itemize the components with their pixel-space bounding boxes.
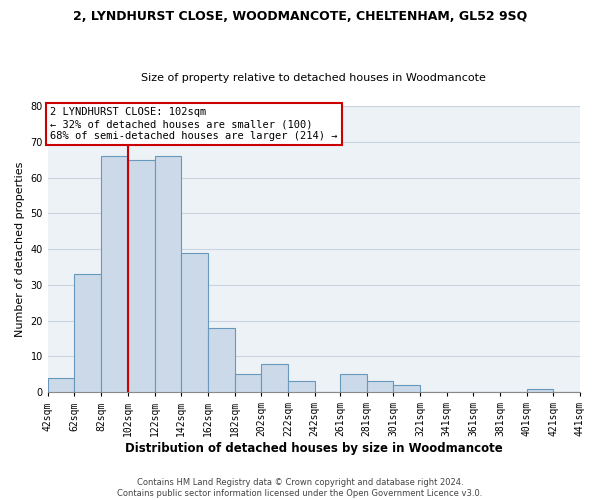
Bar [393,385,420,392]
Bar [155,156,181,392]
Bar [235,374,261,392]
Bar [208,328,235,392]
X-axis label: Distribution of detached houses by size in Woodmancote: Distribution of detached houses by size … [125,442,503,455]
Bar [74,274,101,392]
Bar [367,382,393,392]
Text: 2, LYNDHURST CLOSE, WOODMANCOTE, CHELTENHAM, GL52 9SQ: 2, LYNDHURST CLOSE, WOODMANCOTE, CHELTEN… [73,10,527,23]
Text: Contains HM Land Registry data © Crown copyright and database right 2024.
Contai: Contains HM Land Registry data © Crown c… [118,478,482,498]
Y-axis label: Number of detached properties: Number of detached properties [15,162,25,337]
Bar [527,388,553,392]
Title: Size of property relative to detached houses in Woodmancote: Size of property relative to detached ho… [142,73,487,83]
Bar [128,160,155,392]
Bar [261,364,288,392]
Bar [340,374,367,392]
Text: 2 LYNDHURST CLOSE: 102sqm
← 32% of detached houses are smaller (100)
68% of semi: 2 LYNDHURST CLOSE: 102sqm ← 32% of detac… [50,108,338,140]
Bar [288,382,314,392]
Bar [181,252,208,392]
Bar [48,378,74,392]
Bar [101,156,128,392]
